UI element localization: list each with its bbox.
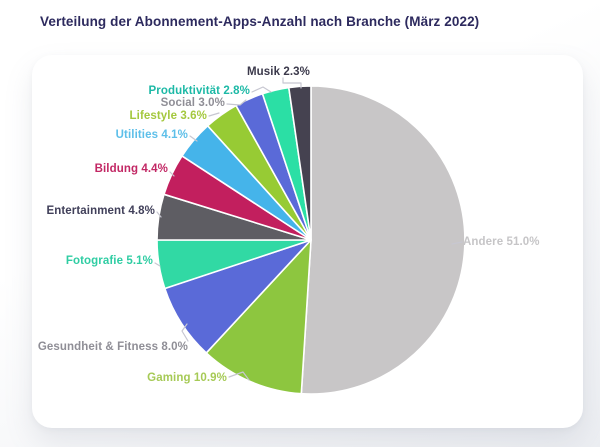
slice-label-entertainment: Entertainment 4.8%	[46, 205, 155, 217]
leader-line-gesundheit	[181, 323, 189, 342]
slice-label-gesundheit: Gesundheit & Fitness 8.0%	[37, 341, 188, 353]
slice-label-andere: Andere 51.0%	[463, 236, 540, 248]
leader-line-musik	[282, 77, 302, 89]
leader-line-produktivitaet	[251, 86, 272, 93]
leader-line-lifestyle	[208, 112, 220, 117]
leader-line-gaming	[228, 371, 250, 381]
slice-label-musik: Musik 2.3%	[247, 66, 310, 78]
slice-label-produktivitaet: Produktivität 2.8%	[148, 85, 250, 97]
slice-label-fotografie: Fotografie 5.1%	[65, 255, 153, 267]
slice-label-bildung: Bildung 4.4%	[94, 163, 168, 175]
leader-line-bildung	[169, 171, 175, 177]
chart-title: Verteilung der Abonnement-Apps-Anzahl na…	[40, 14, 480, 29]
leader-line-fotografie	[154, 262, 161, 267]
pie-slice-gaming	[205, 239, 312, 395]
pie-slice-andere	[300, 85, 466, 395]
pie-slices	[156, 85, 466, 395]
leader-lines	[154, 77, 463, 381]
slice-label-utilities: Utilities 4.1%	[115, 129, 188, 141]
leader-line-social	[226, 99, 247, 106]
pie-slice-musik	[288, 85, 312, 241]
leader-line-andere	[451, 241, 463, 245]
leader-line-entertainment	[156, 211, 162, 218]
leader-line-utilities	[189, 135, 198, 142]
slice-label-lifestyle: Lifestyle 3.6%	[129, 110, 207, 122]
slice-label-gaming: Gaming 10.9%	[147, 372, 227, 384]
slice-label-social: Social 3.0%	[160, 97, 225, 109]
